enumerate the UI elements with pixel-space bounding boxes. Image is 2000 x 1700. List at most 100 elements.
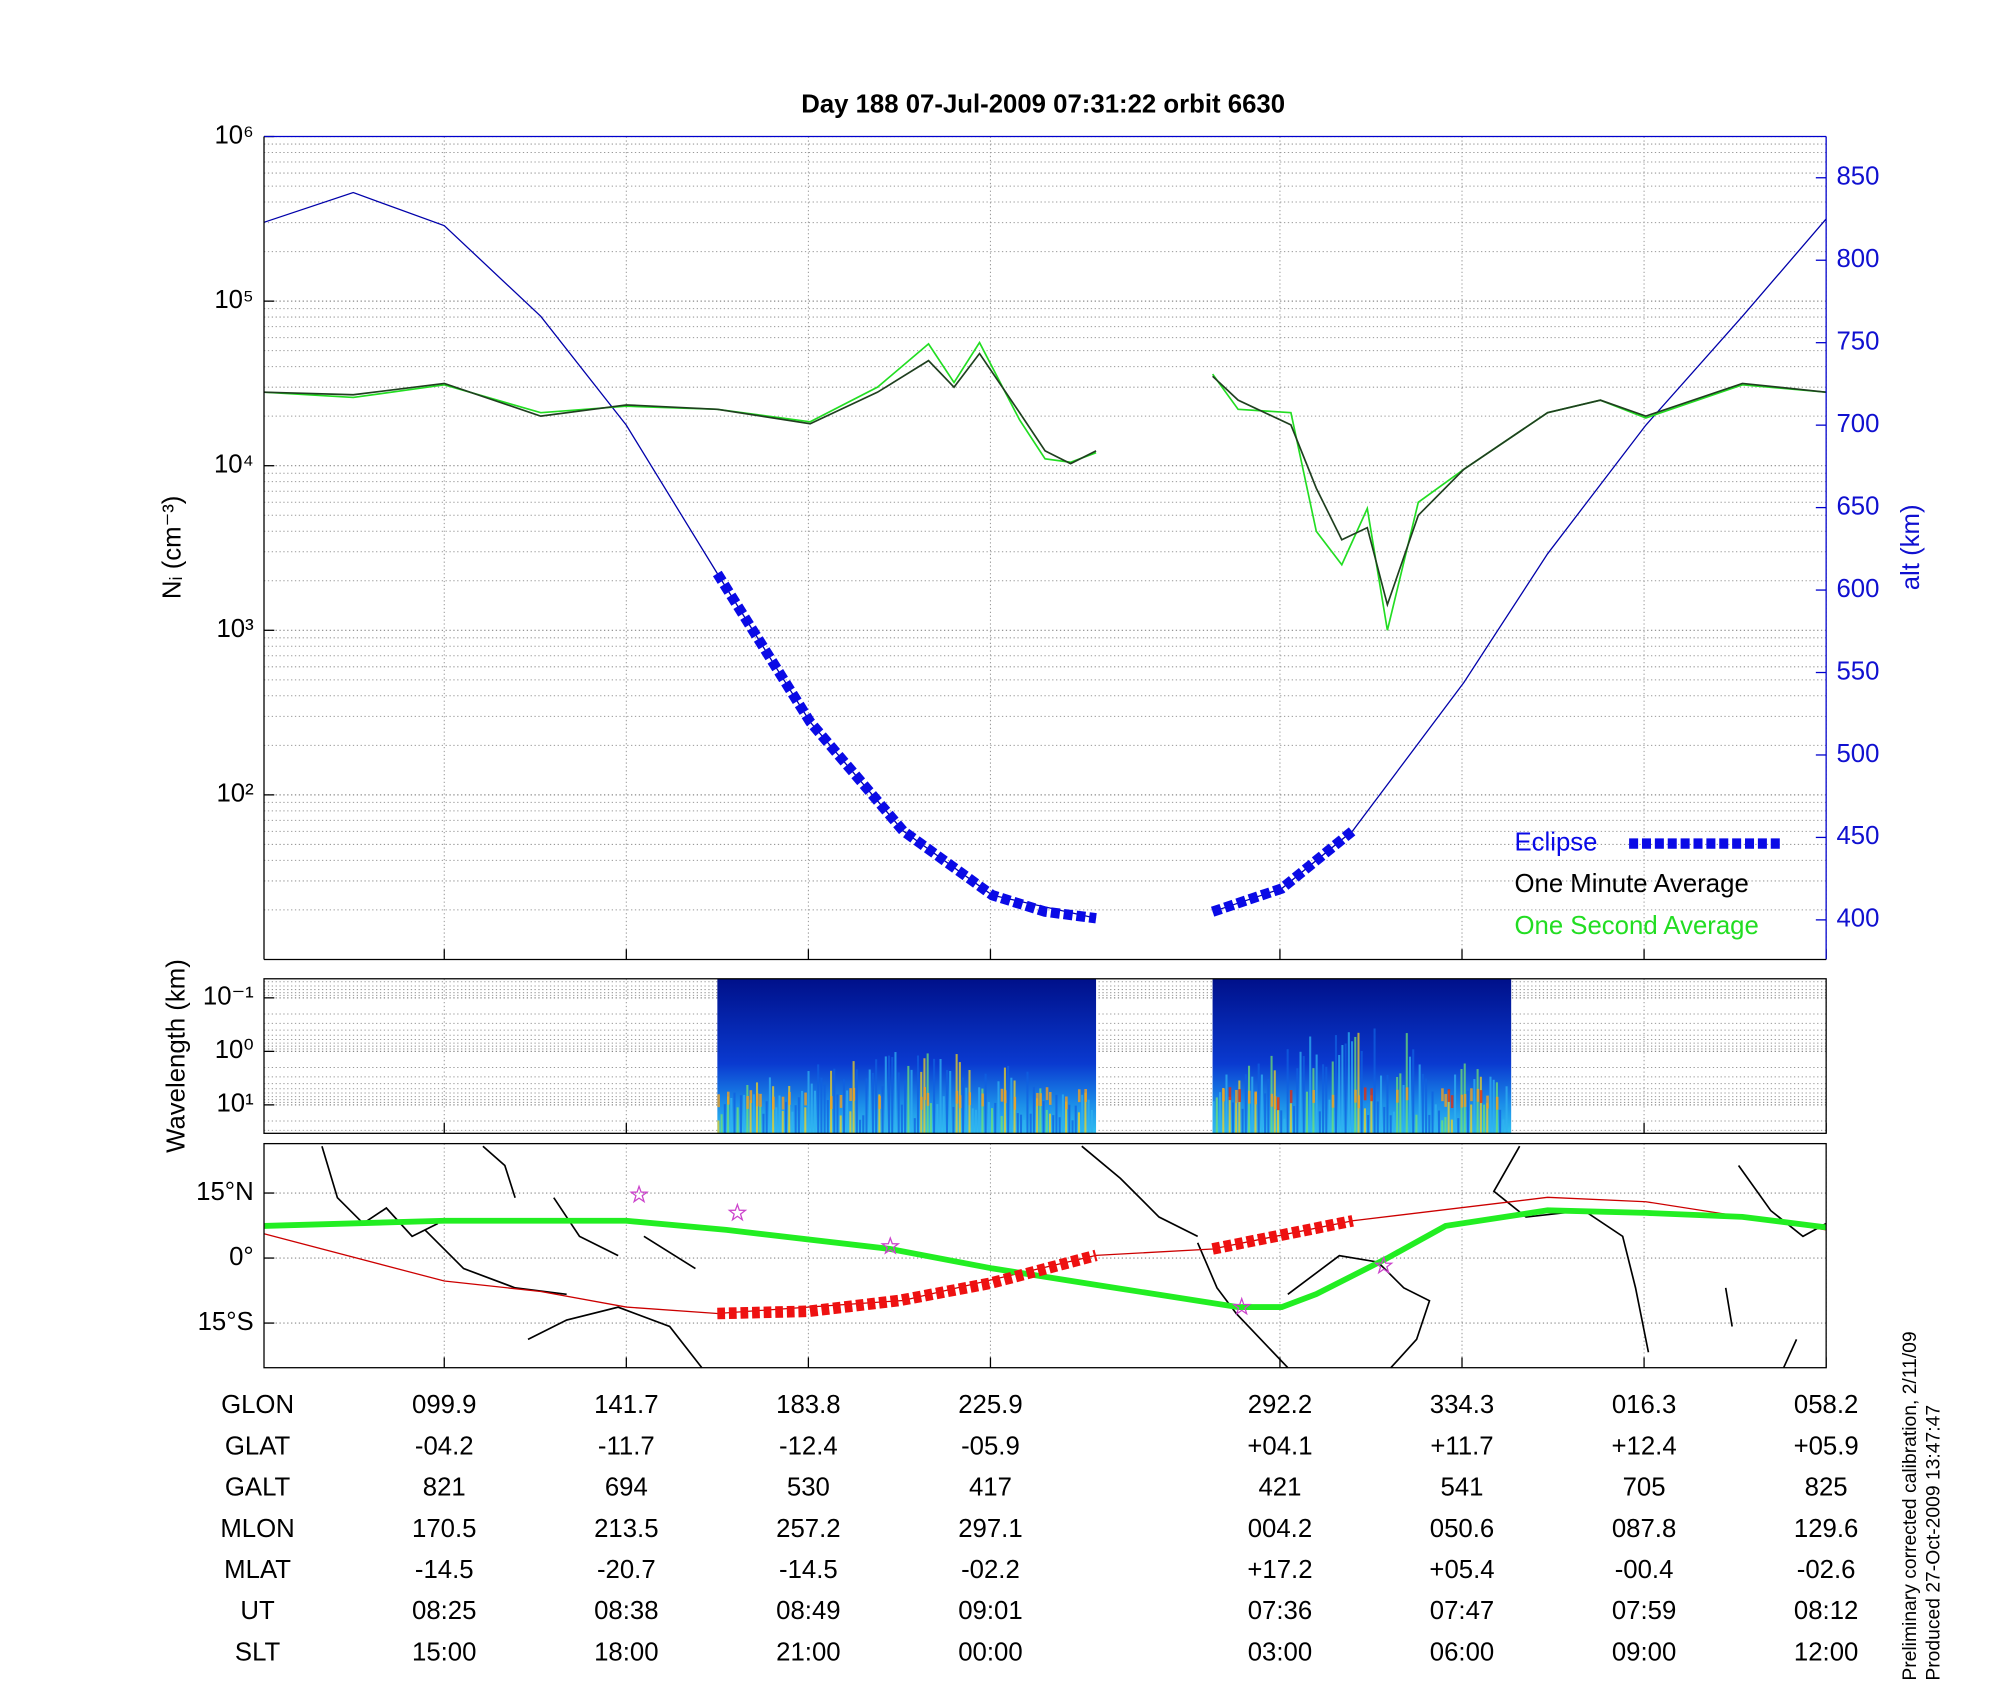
- y2-tick-label: 600: [1836, 575, 1879, 603]
- table-cell: 050.6: [1430, 1515, 1494, 1543]
- spectrogram-block: [717, 978, 1097, 1134]
- legend-label: One Second Average: [1514, 912, 1758, 940]
- spectrum-hot: [1003, 1090, 1007, 1104]
- spectrum-stripe: [891, 1057, 894, 1134]
- y-tick-label: 15°N: [196, 1178, 254, 1206]
- spectrum-stripe: [865, 1078, 868, 1134]
- spectrum-stripe: [1257, 1063, 1260, 1134]
- spectrum-stripe: [727, 1096, 730, 1134]
- table-cell: 225.9: [958, 1391, 1022, 1419]
- spectrum-stripe: [1276, 1097, 1280, 1134]
- spectrum-stripe: [929, 1103, 932, 1134]
- table-cell: 00:00: [958, 1638, 1022, 1666]
- data-line: [263, 1207, 1827, 1310]
- spectrum-stripe: [797, 1097, 800, 1134]
- spectrum-hot: [781, 1096, 785, 1110]
- y2-tick-label: 750: [1836, 327, 1879, 355]
- spectrum-stripe: [788, 1085, 791, 1134]
- spectrum-stripe: [1376, 1101, 1379, 1134]
- data-line: [263, 352, 1827, 608]
- spectrum-stripe: [1305, 1091, 1309, 1134]
- star-marker: [727, 1202, 748, 1222]
- spectrum-hot: [727, 1091, 730, 1105]
- spectrum-stripe: [1470, 1104, 1473, 1134]
- spectrum-stripe: [733, 1092, 736, 1134]
- table-cell: +04.1: [1247, 1432, 1312, 1460]
- spectrum-stripe: [1215, 1097, 1218, 1134]
- spectrum-stripe: [1010, 1077, 1013, 1134]
- spectrum-stripe: [1379, 1075, 1383, 1134]
- spectrum-stripe: [1383, 1106, 1386, 1134]
- spectrum-stripe: [949, 1070, 952, 1134]
- spectrum-hot: [1039, 1093, 1042, 1107]
- row-label: MLAT: [224, 1556, 291, 1584]
- spectrum-stripe: [1325, 1066, 1328, 1134]
- spectrum-stripe: [859, 1119, 862, 1134]
- spectrum-stripe: [752, 1094, 755, 1134]
- spectrum-stripe: [817, 1064, 820, 1134]
- spectrum-stripe: [981, 1088, 984, 1134]
- spectrum-stripe: [1225, 1074, 1228, 1134]
- spectrum-hot: [1495, 1096, 1499, 1110]
- y-tick-label: 10¹: [216, 1090, 254, 1118]
- spectrum-stripe: [1032, 1086, 1035, 1134]
- spectrum-hot: [1460, 1094, 1464, 1108]
- frame: [263, 978, 1827, 1134]
- spectrum-stripe: [971, 1108, 974, 1134]
- spectrum-stripe: [749, 1100, 752, 1134]
- spectrum-stripe: [1055, 1094, 1058, 1134]
- plot-area: [264, 1143, 1827, 1368]
- spectrum-stripe: [1367, 1114, 1370, 1134]
- y2-axis-label: alt (km): [1897, 504, 1925, 590]
- spectrum-stripe: [1241, 1108, 1244, 1134]
- spectrum-stripe: [720, 1114, 723, 1134]
- spectrum-stripe: [878, 1094, 881, 1134]
- spectrum-stripe: [1260, 1074, 1263, 1134]
- spectrum-stripe: [862, 1115, 865, 1134]
- spectrum-hot: [804, 1092, 807, 1106]
- table-cell: 21:00: [776, 1638, 840, 1666]
- spectrum-stripe: [801, 1090, 804, 1134]
- spectrum-stripe: [1026, 1071, 1029, 1134]
- spectrum-stripe: [1370, 1095, 1373, 1134]
- y-tick-label: 10³: [216, 615, 254, 643]
- y2-tick-label: 450: [1836, 822, 1879, 850]
- spectrum-stripe: [1084, 1092, 1087, 1134]
- spectrum-hot: [1228, 1087, 1232, 1101]
- spectrum-stripe: [1399, 1073, 1402, 1134]
- spectrum-stripe: [1338, 1054, 1341, 1134]
- spectrum-stripe: [1396, 1076, 1399, 1134]
- spectrum-hot: [1048, 1092, 1052, 1105]
- spectrum-stripe: [778, 1095, 781, 1134]
- spectrum-stripe: [755, 1082, 759, 1134]
- table-cell: 18:00: [594, 1638, 658, 1666]
- table-cell: 417: [969, 1474, 1012, 1502]
- spectrum-stripe: [991, 1108, 994, 1134]
- spectrum-hot: [839, 1094, 843, 1108]
- spectrum-stripe: [1341, 1045, 1344, 1134]
- spectrum-hot: [1470, 1088, 1473, 1102]
- spectrum-hot: [1357, 1095, 1361, 1109]
- spectrum-stripe: [1280, 1110, 1283, 1134]
- spectrum-stripe: [1357, 1032, 1360, 1134]
- footnote: Preliminary corrected calibration, 2/11/…: [1900, 1331, 1921, 1680]
- spectrum-stripe: [1309, 1036, 1312, 1134]
- spectrum-stripe: [1354, 1036, 1357, 1134]
- spectrum-stripe: [739, 1095, 742, 1134]
- spectrum-stripe: [1434, 1104, 1437, 1134]
- row-label: MLON: [220, 1515, 294, 1543]
- table-cell: 08:49: [776, 1597, 840, 1625]
- table-cell: -04.2: [415, 1432, 474, 1460]
- table-cell: -05.9: [961, 1432, 1020, 1460]
- table-cell: 129.6: [1794, 1515, 1858, 1543]
- table-cell: 06:00: [1430, 1638, 1494, 1666]
- spectrum-hot: [788, 1091, 791, 1105]
- table-cell: 297.1: [958, 1515, 1022, 1543]
- spectrum-stripe: [1016, 1113, 1019, 1134]
- spectrum-stripe: [1489, 1076, 1492, 1134]
- spectrum-hot: [923, 1087, 926, 1100]
- spectrum-stripe: [894, 1052, 897, 1134]
- y2-tick-label: 500: [1836, 740, 1879, 768]
- spectrum-stripe: [1450, 1119, 1453, 1134]
- spectrum-stripe: [939, 1059, 942, 1134]
